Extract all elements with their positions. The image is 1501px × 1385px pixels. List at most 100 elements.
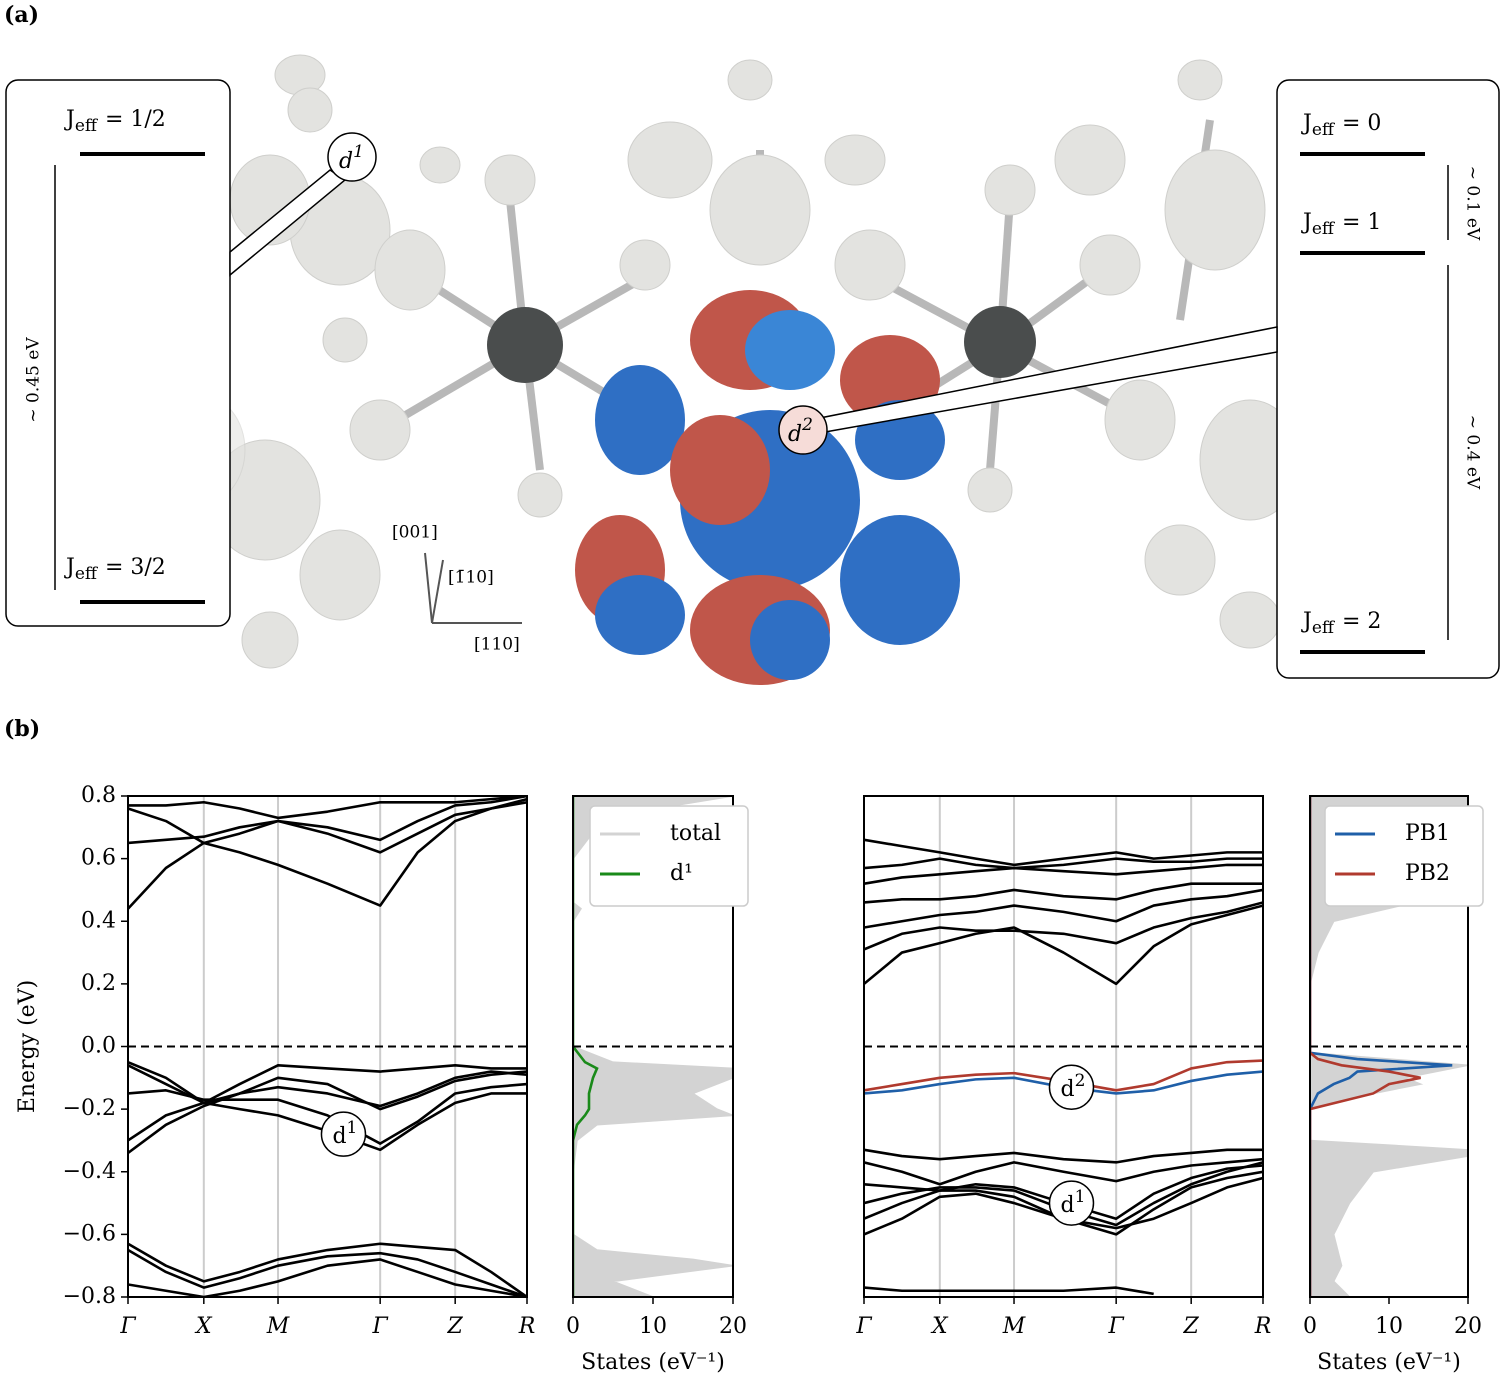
y-tick-label: −0.8 — [63, 1284, 116, 1309]
legend-label: d¹ — [670, 861, 693, 886]
band-line — [864, 882, 1263, 904]
axis-direction: [1̄10] — [448, 568, 494, 588]
level-box-left: Jeff = 1/2 Jeff = 3/2 ∼ 0.45 eV — [5, 79, 231, 627]
band-line — [864, 888, 1263, 929]
panel-label: (b) — [4, 716, 40, 742]
annotation-label: d2 — [1060, 1071, 1085, 1103]
x-tick-label: Γ — [1108, 1314, 1125, 1339]
legend-frame — [589, 805, 749, 907]
annotation-text: d — [1060, 1193, 1074, 1218]
x-tick-label: Z — [1183, 1314, 1200, 1339]
y-tick-label: 0.4 — [81, 908, 116, 933]
panel-label: (a) — [4, 2, 39, 28]
band-line — [864, 1148, 1263, 1164]
orbital-label: d1 — [339, 142, 364, 175]
band-line — [128, 1082, 527, 1145]
x-tick-label: 20 — [1454, 1314, 1482, 1339]
annotation-circle — [320, 1111, 367, 1157]
annotation-text: d — [332, 1124, 346, 1149]
x-tick-label: R — [518, 1314, 536, 1339]
x-axis-label: States (eV⁻¹) — [1317, 1350, 1461, 1375]
x-tick-label: X — [194, 1314, 213, 1339]
molecule-render — [154, 54, 1301, 685]
annotation-circle — [1048, 1180, 1095, 1226]
dos-area — [573, 796, 733, 1297]
band-line — [128, 1248, 527, 1297]
plot-frame — [127, 795, 528, 1298]
gap-label: ∼ 0.1 eV — [1463, 166, 1483, 241]
level-label: Jeff = 3/2 — [64, 555, 166, 584]
plot-area — [573, 796, 733, 1297]
band-line — [128, 800, 527, 910]
y-tick-label: 0.2 — [81, 971, 116, 996]
x-tick-label: 0 — [1303, 1314, 1317, 1339]
x-tick-label: Γ — [119, 1314, 136, 1339]
level-label: Jeff = 0 — [1301, 111, 1381, 140]
chart: Γ X M Γ Z R −0.8 −0.6 −0.4 −0.2 0.0 0.2 0.4 0.6 0.8 d1 E… — [15, 783, 535, 1339]
dos-line — [573, 796, 599, 1297]
annotation-sup: 1 — [347, 1118, 358, 1138]
level-label: Jeff = 1 — [1301, 210, 1381, 239]
gap-label: ∼ 0.45 eV — [24, 337, 44, 423]
band-line — [128, 1060, 527, 1105]
x-tick-label: M — [1002, 1314, 1026, 1339]
band-line — [864, 1157, 1263, 1186]
y-tick-label: −0.4 — [63, 1159, 116, 1184]
band-line — [128, 1070, 527, 1155]
level-box-right: Jeff = 0 Jeff = 1 Jeff = 2 ∼ 0.1 eV ∼ 0.4 e… — [1276, 79, 1500, 679]
x-tick-label: R — [1254, 1314, 1272, 1339]
orbital-label: d2 — [788, 415, 813, 448]
plot-area — [1310, 796, 1468, 1297]
y-tick-label: 0.0 — [81, 1034, 116, 1059]
x-tick-label: Γ — [372, 1314, 389, 1339]
band-line — [128, 797, 527, 854]
axis-direction: [001] — [392, 523, 438, 543]
gap-label: ∼ 0.4 eV — [1463, 415, 1483, 490]
legend-frame — [1324, 805, 1484, 907]
band-line — [128, 796, 527, 845]
y-axis-label: Energy (eV) — [15, 980, 40, 1113]
annotation-circle — [1048, 1064, 1095, 1110]
plot-frame — [572, 795, 734, 1298]
band-line — [128, 1258, 527, 1297]
plot-frame — [1309, 795, 1469, 1298]
legend-label: PB1 — [1405, 821, 1450, 846]
annotation-label: d1 — [332, 1118, 357, 1150]
annotation-sup: 1 — [1075, 1187, 1086, 1207]
legend-label: total — [670, 821, 721, 846]
x-tick-label: 0 — [566, 1314, 580, 1339]
y-tick-label: 0.8 — [81, 783, 116, 808]
dos-line — [1310, 796, 1421, 1297]
band-line — [864, 1286, 1154, 1296]
band-line — [128, 1064, 527, 1111]
band-line — [864, 857, 1263, 870]
band-line — [128, 796, 527, 820]
y-tick-label: −0.6 — [63, 1221, 116, 1246]
band-line — [128, 1242, 527, 1297]
plot-area — [128, 796, 527, 1297]
x-tick-label: Γ — [855, 1314, 872, 1339]
chart: 0 10 20 States (eV⁻¹) total d¹ — [566, 795, 749, 1375]
level-label: Jeff = 2 — [1301, 609, 1381, 638]
band-line — [864, 901, 1263, 951]
axis-direction: [110] — [474, 635, 520, 655]
annotation-text: d — [1060, 1077, 1074, 1102]
annotation-sup: 2 — [1075, 1071, 1086, 1091]
y-tick-label: 0.6 — [81, 846, 116, 871]
legend-label: PB2 — [1405, 861, 1450, 886]
callouts: d1 d2 — [229, 132, 1278, 455]
plot-frame — [863, 795, 1264, 1298]
band-line — [864, 838, 1263, 867]
x-tick-label: X — [930, 1314, 949, 1339]
annotation-label: d1 — [1060, 1187, 1085, 1219]
x-tick-label: M — [266, 1314, 290, 1339]
y-tick-label: −0.2 — [63, 1096, 116, 1121]
chart: 0 10 20 States (eV⁻¹) PB1 PB2 — [1303, 795, 1484, 1375]
band-line — [864, 863, 1263, 885]
x-tick-label: 20 — [719, 1314, 747, 1339]
x-axis-label: States (eV⁻¹) — [581, 1350, 725, 1375]
dos-line — [1310, 796, 1453, 1297]
x-tick-label: 10 — [1375, 1314, 1403, 1339]
